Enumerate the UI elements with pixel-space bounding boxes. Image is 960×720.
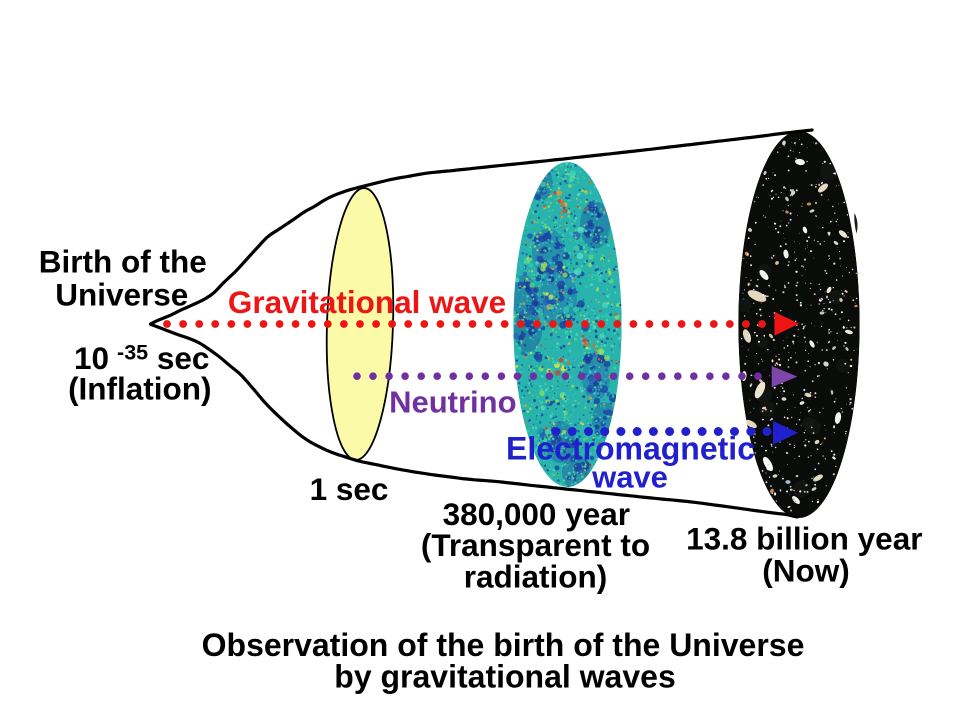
svg-text:380,000 year: 380,000 year [443,496,630,532]
svg-text:by gravitational waves: by gravitational waves [334,658,675,694]
svg-text:Observation of the birth of th: Observation of the birth of the Universe [202,627,805,663]
svg-text:10-35 sec: 10 -35 sec [74,340,209,376]
svg-text:Neutrino: Neutrino [389,385,516,420]
svg-text:(Transparent to: (Transparent to [421,527,650,563]
svg-text:radiation): radiation) [464,559,608,595]
svg-text:(Now): (Now) [762,552,849,588]
svg-text:1 sec: 1 sec [310,471,389,507]
svg-text:(Inflation): (Inflation) [68,371,211,407]
svg-text:Birth of the: Birth of the [39,244,207,280]
svg-text:Universe: Universe [55,277,188,313]
svg-text:Electromagnetic: Electromagnetic [506,431,755,467]
svg-text:13.8 billion year: 13.8 billion year [686,521,922,557]
svg-text:Gravitational wave: Gravitational wave [228,284,506,320]
svg-text:wave: wave [591,460,668,495]
